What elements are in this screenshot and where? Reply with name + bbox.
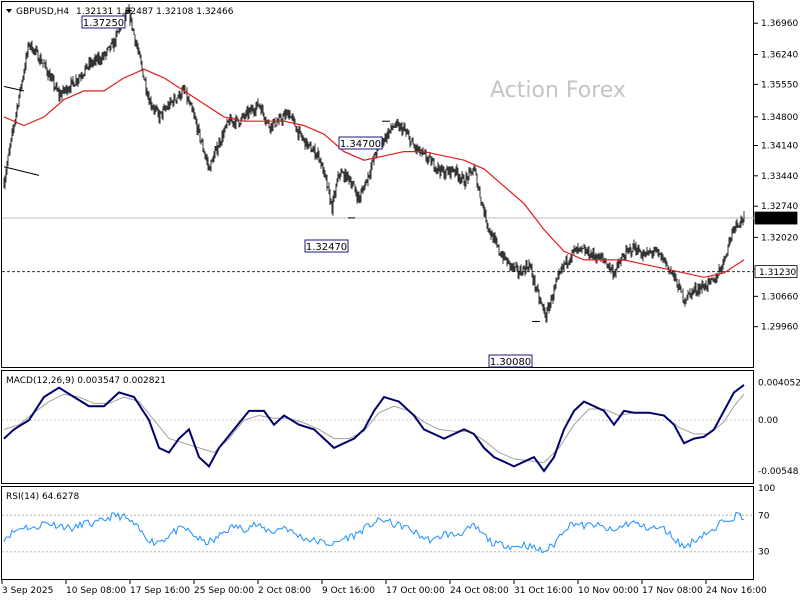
annotation-label: 1.34700 xyxy=(340,139,381,150)
annotation-box xyxy=(304,239,349,253)
annotation-label: 1.30080 xyxy=(490,357,531,368)
watermark-text: Action Forex xyxy=(490,78,626,103)
current-price-tag: 1.32466 xyxy=(759,215,796,225)
rsi-tick-label: 70 xyxy=(758,511,770,521)
x-tick-label: 3 Sep 2025 xyxy=(2,586,53,596)
annotation-box xyxy=(338,136,383,150)
price-tick-label: 1.33440 xyxy=(761,172,798,182)
macd-label: MACD(12,26,9) 0.003547 0.002821 xyxy=(6,376,166,386)
annotation-label: 1.37250 xyxy=(83,18,124,29)
price-bars xyxy=(3,4,745,323)
price-tick-label: 1.36960 xyxy=(761,19,798,29)
rsi-y-axis: 100 70 30 xyxy=(2,484,775,558)
price-tick-label: 1.34140 xyxy=(761,141,798,151)
rsi-line xyxy=(3,511,745,554)
rsi-lines xyxy=(3,511,745,554)
price-tick-label: 1.36240 xyxy=(761,50,798,60)
ohlc-label: 1.32131 1.32487 1.32108 1.32466 xyxy=(76,7,234,17)
x-tick-label: 17 Nov 08:00 xyxy=(642,586,703,596)
support-price-tag: 1.31230 xyxy=(759,268,796,278)
support-price-tag-bg xyxy=(754,265,798,279)
ma-line xyxy=(3,68,745,278)
macd-tick-label: -0.00548 xyxy=(758,467,799,477)
symbol-header: GBPUSD,H4 1.32131 1.32487 1.32108 1.3246… xyxy=(6,7,234,17)
x-tick-label: 17 Sep 16:00 xyxy=(130,586,190,596)
x-tick-label: 17 Oct 00:00 xyxy=(386,586,445,596)
moving-average xyxy=(3,68,745,278)
price-tick-label: 1.32740 xyxy=(761,202,798,212)
price-tick-label: 1.35550 xyxy=(761,80,798,90)
annotation-box xyxy=(488,354,533,368)
macd-y-axis: 0.004052 0.00 -0.00548 xyxy=(2,379,800,477)
rsi-tick-label: 100 xyxy=(758,484,775,494)
macd-tick-label: 0.00 xyxy=(758,416,778,426)
price-lines: 1.31230 1.32466 xyxy=(2,86,798,279)
x-tick-label: 25 Sep 00:00 xyxy=(194,586,254,596)
x-tick-label: 9 Oct 16:00 xyxy=(322,586,375,596)
current-price-tag-bg xyxy=(754,211,798,225)
x-tick-label: 10 Nov 00:00 xyxy=(578,586,639,596)
macd-line xyxy=(3,384,745,473)
rsi-tick-label: 30 xyxy=(758,548,770,558)
price-tick-label: 1.30660 xyxy=(761,292,798,302)
triangle-down-icon xyxy=(6,9,12,13)
price-tick-label: 1.29960 xyxy=(761,323,798,333)
signal-line xyxy=(3,393,745,464)
macd-lines xyxy=(3,384,745,473)
x-axis: 3 Sep 2025 10 Sep 08:00 17 Sep 16:00 25 Sep… xyxy=(1,580,767,596)
price-annotations: 1.37250 1.34700 1.32470 1.30080 xyxy=(81,10,540,368)
rsi-panel xyxy=(1,486,754,580)
x-tick-label: 24 Nov 16:00 xyxy=(706,586,767,596)
annotation-box xyxy=(81,15,126,29)
macd-panel xyxy=(1,370,754,484)
x-tick-label: 31 Oct 16:00 xyxy=(514,586,573,596)
price-panel xyxy=(1,1,754,368)
rsi-label: RSI(14) 64.6278 xyxy=(6,492,79,502)
x-tick-label: 10 Sep 08:00 xyxy=(66,586,126,596)
price-tick-label: 1.34800 xyxy=(761,113,798,123)
annotation-label: 1.32470 xyxy=(306,242,347,253)
symbol-label: GBPUSD,H4 xyxy=(16,7,69,17)
price-tick-label: 1.32020 xyxy=(761,233,798,243)
macd-tick-label: 0.004052 xyxy=(758,379,800,389)
x-tick-label: 2 Oct 08:00 xyxy=(258,586,311,596)
x-tick-label: 24 Oct 08:00 xyxy=(450,586,509,596)
price-y-axis: 1.36960 1.36240 1.35550 1.34800 1.34140 1.334… xyxy=(754,19,798,333)
channel-line xyxy=(3,166,40,176)
